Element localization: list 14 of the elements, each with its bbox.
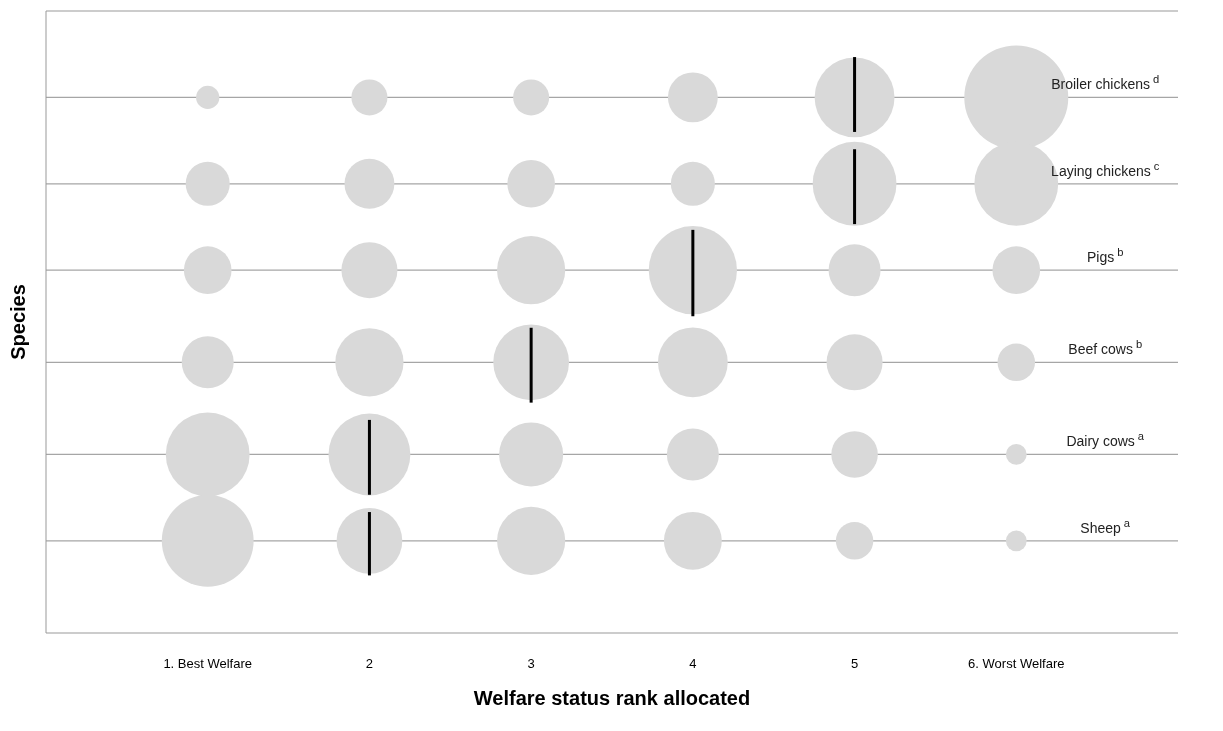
x-tick-label: 5	[850, 656, 859, 672]
x-tick-label: 2	[365, 656, 374, 672]
text: Dairy cows$^{a}$	[1066, 430, 1145, 450]
y-axis-title: Species	[7, 284, 30, 360]
x-tick-label: 3	[527, 656, 535, 672]
x-axis-title: Welfare status rank allocated	[473, 687, 751, 709]
x-tick-label: 4	[689, 656, 697, 672]
series-label: Broiler chickens$^{d}$	[1051, 73, 1160, 93]
text: Pigs$^{b}$	[1086, 246, 1124, 266]
x-tick-label: 1. Best Welfare	[163, 656, 253, 672]
text: Sheep$^{a}$	[1080, 516, 1131, 536]
series-label: Laying chickens$^{c}$	[1051, 159, 1160, 179]
x-tick-label: 6. Worst Welfare	[968, 656, 1065, 672]
text: Beef cows$^{b}$	[1068, 338, 1143, 358]
